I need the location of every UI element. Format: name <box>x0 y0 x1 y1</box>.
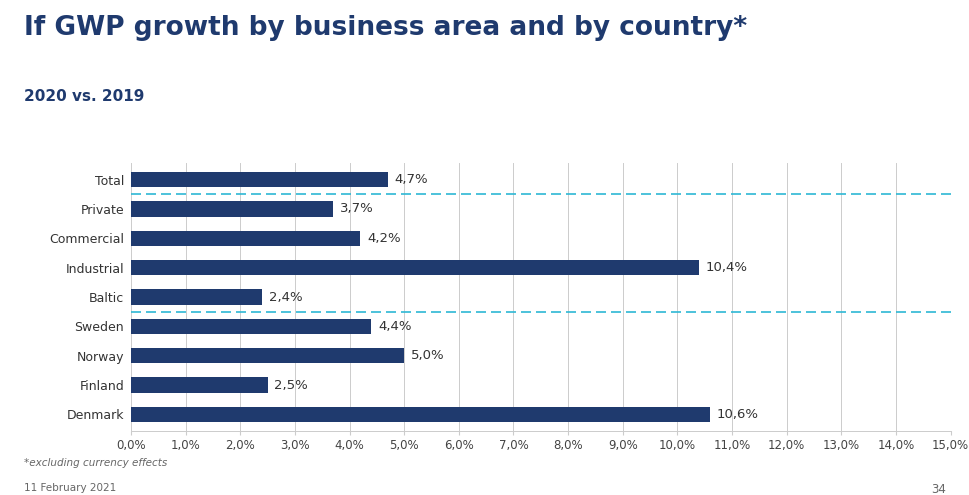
Bar <box>131 172 388 187</box>
Text: If GWP growth by business area and by country*: If GWP growth by business area and by co… <box>24 15 746 41</box>
Text: 4,7%: 4,7% <box>394 173 427 186</box>
Text: 34: 34 <box>930 483 945 495</box>
Text: 2,4%: 2,4% <box>268 291 302 303</box>
Text: 5,0%: 5,0% <box>410 349 444 362</box>
Bar <box>131 319 371 334</box>
Bar <box>131 201 332 216</box>
Bar <box>131 290 262 304</box>
Bar <box>131 231 360 246</box>
Text: *excluding currency effects: *excluding currency effects <box>24 458 168 468</box>
Text: 2,5%: 2,5% <box>274 379 307 392</box>
Text: 3,7%: 3,7% <box>339 202 373 215</box>
Text: 11 February 2021: 11 February 2021 <box>24 483 116 493</box>
Bar <box>131 378 267 393</box>
Bar <box>131 407 709 422</box>
Bar <box>131 348 404 363</box>
Text: 4,4%: 4,4% <box>378 320 411 333</box>
Text: 2020 vs. 2019: 2020 vs. 2019 <box>24 89 144 104</box>
Text: 4,2%: 4,2% <box>366 232 400 245</box>
Text: 10,4%: 10,4% <box>705 261 747 274</box>
Text: 10,6%: 10,6% <box>716 408 758 421</box>
Bar <box>131 260 699 275</box>
